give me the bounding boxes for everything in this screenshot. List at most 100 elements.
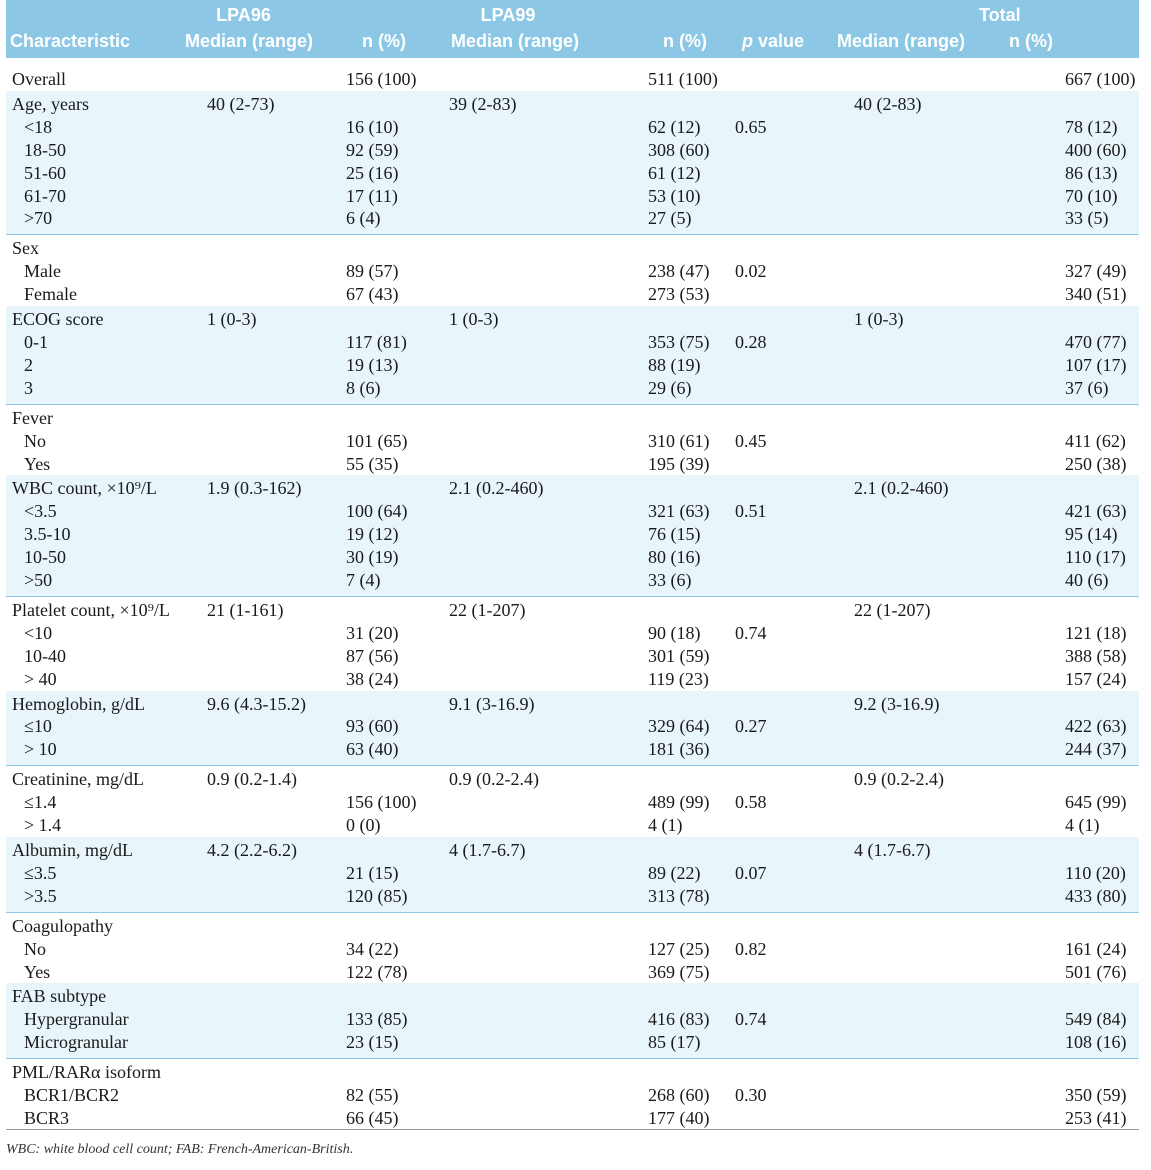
cell-median-lpa99 (423, 1059, 593, 1084)
cell-median-lpa96 (181, 139, 306, 162)
cell-n-lpa99 (593, 912, 719, 937)
cell-p-value (719, 1059, 824, 1084)
cell-median-lpa99 (423, 377, 593, 404)
cell-n-lpa96 (306, 912, 423, 937)
table-row: >50 7 (4) 33 (6) 40 (6) (6, 569, 1139, 596)
cell-n-lpa96 (306, 475, 423, 500)
cell-n-total: 78 (12) (1065, 116, 1118, 137)
cell-median-total (824, 862, 979, 885)
table-row: <3.5 100 (64) 321 (63) 0.51 421 (63) (6, 500, 1139, 523)
cell-median-total (824, 58, 979, 91)
cell-median-total: 0.9 (0.2-2.4) (854, 769, 944, 790)
col-header-p-value: p value (741, 31, 804, 51)
cell-n-lpa96: 120 (85) (346, 885, 408, 906)
cell-n-total: 250 (38) (1065, 453, 1127, 474)
characteristics-table: LPA96 LPA99 Total Characteristic Median … (6, 0, 1139, 1130)
cell-n-lpa96: 21 (15) (346, 862, 399, 883)
row-label: 3.5-10 (24, 524, 71, 545)
cell-n-lpa99: 489 (99) (648, 792, 710, 813)
cell-n-lpa99: 195 (39) (648, 453, 710, 474)
cell-p-value (719, 377, 824, 404)
cell-median-lpa96 (181, 1031, 306, 1058)
cell-n-total: 4 (1) (1065, 815, 1100, 836)
cell-n-lpa99 (593, 306, 719, 331)
cell-median-lpa96 (181, 58, 306, 91)
cell-n-total (979, 404, 1139, 429)
cell-n-lpa96: 16 (10) (346, 116, 399, 137)
cell-median-total (824, 354, 979, 377)
cell-n-total (979, 475, 1139, 500)
cell-n-total (979, 91, 1139, 116)
cell-n-lpa99: 416 (83) (648, 1009, 710, 1030)
cell-median-lpa99 (423, 404, 593, 429)
cell-n-total: 327 (49) (1065, 261, 1127, 282)
cell-median-total: 2.1 (0.2-460) (854, 478, 949, 499)
cell-p-value: 0.74 (735, 622, 767, 643)
cell-median-lpa96 (181, 1084, 306, 1107)
cell-n-total: 433 (80) (1065, 885, 1127, 906)
cell-median-total: 40 (2-83) (854, 93, 922, 114)
cell-median-lpa99 (423, 1107, 593, 1130)
cell-n-lpa96: 0 (0) (346, 815, 381, 836)
cell-n-lpa96: 89 (57) (346, 261, 399, 282)
cell-n-lpa99: 273 (53) (648, 284, 710, 305)
table-row: ≤1.4 156 (100) 489 (99) 0.58 645 (99) (6, 791, 1139, 814)
row-label: BCR3 (24, 1107, 70, 1128)
cell-n-lpa99 (593, 983, 719, 1008)
cell-n-lpa96: 55 (35) (346, 453, 399, 474)
cell-n-total: 110 (20) (1065, 862, 1126, 883)
cell-median-lpa99 (423, 523, 593, 546)
cell-n-lpa99 (593, 475, 719, 500)
cell-p-value (719, 523, 824, 546)
cell-median-total (824, 912, 979, 937)
cell-p-value (719, 569, 824, 596)
cell-p-value (719, 1031, 824, 1058)
cell-median-lpa96 (181, 715, 306, 738)
cell-n-total: 37 (6) (1065, 377, 1109, 398)
cell-median-lpa96 (181, 885, 306, 912)
table-row: ECOG score 1 (0-3) 1 (0-3) 1 (0-3) (6, 306, 1139, 331)
cell-median-lpa96 (181, 404, 306, 429)
table-row: No 34 (22) 127 (25) 0.82 161 (24) (6, 938, 1139, 961)
cell-n-lpa96: 30 (19) (346, 547, 399, 568)
cell-median-lpa96 (181, 862, 306, 885)
table-section: Sex Male 89 (57) 238 (47) 0.02 327 (49) Female… (6, 234, 1139, 306)
cell-median-lpa96 (181, 961, 306, 984)
row-label: > 40 (24, 668, 57, 689)
cell-median-lpa99 (423, 546, 593, 569)
cell-median-total (824, 645, 979, 668)
cell-n-lpa99: 308 (60) (648, 139, 710, 160)
cell-p-value (719, 912, 824, 937)
cell-median-lpa99 (423, 814, 593, 837)
col-header-n-lpa96: n (%) (362, 31, 406, 51)
table-row: 10-50 30 (19) 80 (16) 110 (17) (6, 546, 1139, 569)
cell-n-lpa96: 7 (4) (346, 570, 381, 591)
cell-n-lpa96: 82 (55) (346, 1085, 399, 1106)
cell-median-lpa96 (181, 207, 306, 234)
cell-median-lpa99 (423, 1008, 593, 1031)
cell-median-lpa99: 1 (0-3) (449, 309, 499, 330)
cell-n-lpa96: 117 (81) (346, 331, 407, 352)
cell-median-total (824, 207, 979, 234)
cell-median-lpa99 (423, 283, 593, 306)
cell-n-lpa99: 62 (12) (648, 116, 701, 137)
cell-median-total: 4 (1.7-6.7) (854, 840, 931, 860)
cell-median-lpa99 (423, 738, 593, 765)
cell-median-total (824, 738, 979, 765)
row-label: Hypergranular (24, 1009, 129, 1030)
cell-median-lpa96 (181, 1059, 306, 1084)
cell-median-lpa99 (423, 622, 593, 645)
table-row: > 1.4 0 (0) 4 (1) 4 (1) (6, 814, 1139, 837)
cell-median-total (824, 500, 979, 523)
cell-n-lpa99: 4 (1) (648, 815, 683, 836)
table-header: LPA96 LPA99 Total Characteristic Median … (6, 0, 1139, 58)
row-label: Male (24, 261, 61, 282)
cell-median-lpa99 (423, 912, 593, 937)
col-header-median-total: Median (range) (836, 31, 965, 51)
row-label: 51-60 (24, 162, 66, 183)
cell-median-total (824, 116, 979, 139)
row-label: Hemoglobin, g/dL (12, 693, 145, 714)
row-label: Sex (12, 238, 39, 259)
row-label: 61-70 (24, 185, 66, 206)
cell-median-lpa99 (423, 116, 593, 139)
